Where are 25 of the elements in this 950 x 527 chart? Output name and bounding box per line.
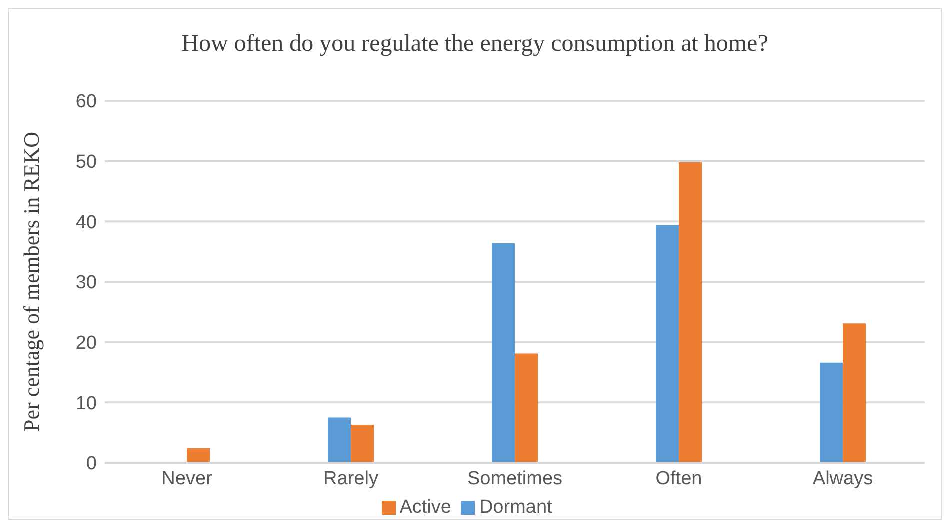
y-tick-label: 20 [76, 333, 97, 354]
bar [492, 243, 516, 463]
y-tick-label: 60 [76, 92, 97, 113]
legend-label: Dormant [479, 497, 552, 518]
bar [679, 162, 702, 463]
chart-title: How often do you regulate the energy consumption at home? [180, 31, 770, 58]
bar [328, 418, 352, 463]
x-tick-label: Sometimes [467, 468, 563, 490]
x-tick-label: Rarely [324, 468, 379, 490]
bar [656, 225, 680, 463]
y-tick-label: 40 [76, 212, 97, 234]
y-axis-title: Per centage of members in REKO [18, 132, 44, 432]
x-tick-label: Often [656, 468, 702, 490]
bar [187, 448, 210, 463]
y-tick-label: 0 [86, 454, 97, 475]
y-tick-label: 50 [76, 152, 97, 174]
y-tick-label: 30 [76, 272, 97, 294]
bar [820, 362, 844, 463]
bar [515, 354, 538, 463]
bar [351, 424, 374, 463]
y-tick-label: 10 [76, 393, 97, 414]
legend-label: Active [400, 497, 452, 518]
x-tick-label: Never [162, 468, 214, 490]
x-tick-label: Always [812, 468, 874, 490]
bar [843, 324, 866, 463]
